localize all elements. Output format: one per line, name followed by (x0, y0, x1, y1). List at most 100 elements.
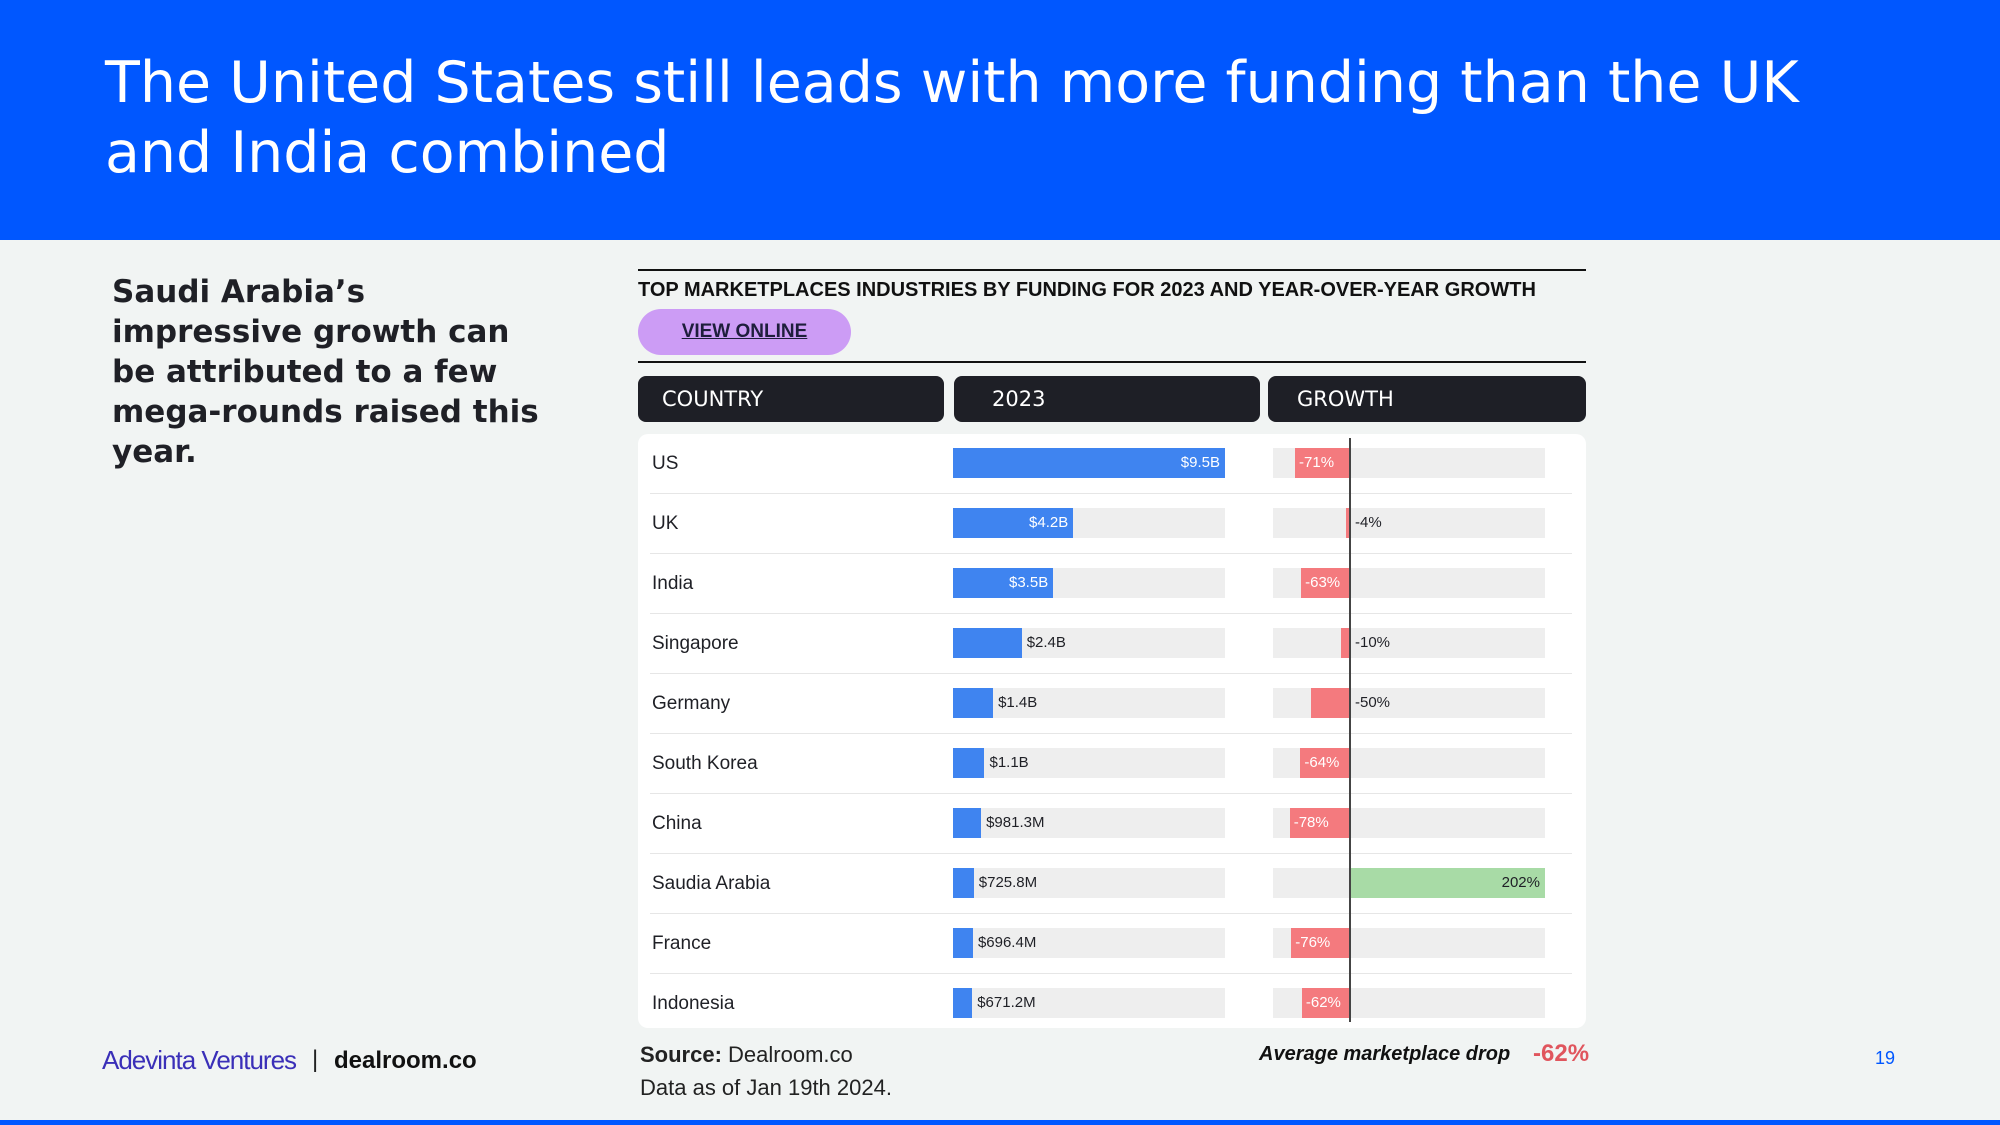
row-divider (650, 553, 1572, 554)
source-label: Source: (640, 1042, 722, 1067)
funding-value-label: $1.4B (998, 694, 1038, 711)
country-label: Singapore (652, 633, 739, 654)
growth-bar-negative (1345, 508, 1349, 538)
top-rule (638, 269, 1586, 271)
funding-value-label: $725.8M (978, 874, 1038, 891)
funding-bar (953, 748, 985, 778)
country-label: South Korea (652, 753, 758, 774)
table-row: UK $4.2B -4% (638, 494, 1586, 554)
growth-value-label: -64% (1304, 754, 1340, 771)
row-divider (650, 793, 1572, 794)
growth-value-label: -71% (1299, 454, 1335, 471)
growth-bar-negative (1295, 448, 1349, 478)
funding-value-label: $9.5B (1180, 454, 1220, 471)
growth-value-label: -50% (1355, 694, 1391, 711)
growth-bar-positive (1349, 868, 1545, 898)
bottom-accent-rule (0, 1120, 2000, 1125)
row-divider (650, 673, 1572, 674)
growth-bar-negative (1341, 628, 1349, 658)
funding-bar (953, 448, 1225, 478)
table-row: Singapore $2.4B -10% (638, 614, 1586, 674)
country-label: UK (652, 513, 679, 534)
funding-track (953, 988, 1225, 1018)
view-online-button[interactable]: VIEW ONLINE (638, 309, 851, 355)
growth-value-label: -10% (1355, 634, 1391, 651)
footer-separator: | (312, 1046, 319, 1073)
average-drop-label: Average marketplace drop (1259, 1043, 1511, 1065)
bottom-rule (638, 361, 1586, 363)
growth-bar-negative (1291, 928, 1349, 958)
table-row: Indonesia $671.2M -62% (638, 974, 1586, 1034)
funding-track (953, 808, 1225, 838)
growth-track (1273, 508, 1545, 538)
funding-bar (953, 868, 974, 898)
column-header-growth: GROWTH (1268, 376, 1586, 422)
funding-bar (953, 628, 1022, 658)
average-drop-value: -62% (1533, 1040, 1590, 1067)
funding-bar (953, 688, 994, 718)
country-label: India (652, 573, 694, 594)
funding-value-label: $2.4B (1026, 634, 1066, 651)
table-row: Germany $1.4B -50% (638, 674, 1586, 734)
growth-value-label: -63% (1305, 574, 1341, 591)
adevinta-logo: Adevinta Ventures (102, 1045, 297, 1075)
row-divider (650, 913, 1572, 914)
growth-bar-negative (1300, 748, 1349, 778)
row-divider (650, 973, 1572, 974)
funding-value-label: $3.5B (1009, 574, 1049, 591)
page-title: The United States still leads with more … (105, 50, 1799, 186)
growth-bar-negative (1301, 988, 1349, 1018)
funding-bar (953, 808, 982, 838)
funding-bar (953, 508, 1074, 538)
country-label: China (652, 813, 702, 834)
country-label: Indonesia (652, 993, 735, 1014)
data-table: US $9.5B -71% UK $4.2B -4% India $3.5B -63% Singa… (638, 434, 1586, 1028)
growth-bar-negative (1289, 808, 1349, 838)
header-banner: The United States still leads with more … (0, 0, 2000, 240)
funding-bar (953, 928, 973, 958)
country-label: Saudia Arabia (652, 873, 771, 894)
table-row: France $696.4M -76% (638, 914, 1586, 974)
row-divider (650, 613, 1572, 614)
growth-zero-axis (1349, 438, 1351, 1022)
growth-bar-negative (1301, 568, 1349, 598)
table-row: US $9.5B -71% (638, 434, 1586, 494)
funding-value-label: $981.3M (986, 814, 1045, 831)
country-label: Germany (652, 693, 731, 714)
row-divider (650, 493, 1572, 494)
funding-track (953, 868, 1225, 898)
chart-title: TOP MARKETPLACES INDUSTRIES BY FUNDING F… (638, 279, 1536, 301)
growth-track (1273, 628, 1545, 658)
row-divider (650, 853, 1572, 854)
funding-bar (953, 568, 1054, 598)
country-label: France (652, 933, 712, 954)
dealroom-logo: dealroom.co (334, 1047, 477, 1074)
funding-track (953, 688, 1225, 718)
source-value: Dealroom.co (728, 1042, 853, 1067)
funding-value-label: $4.2B (1029, 514, 1069, 531)
column-header-2023: 2023 (954, 376, 1260, 422)
table-row: Saudia Arabia $725.8M 202% (638, 854, 1586, 914)
funding-value-label: $671.2M (977, 994, 1036, 1011)
funding-value-label: $1.1B (989, 754, 1029, 771)
growth-value-label: 202% (1501, 874, 1540, 891)
funding-value-label: $696.4M (977, 934, 1037, 951)
side-commentary: Saudi Arabia’s impressive growth can be … (112, 274, 539, 470)
funding-track (953, 928, 1225, 958)
growth-value-label: -78% (1293, 814, 1329, 831)
table-row: China $981.3M -78% (638, 794, 1586, 854)
row-divider (650, 733, 1572, 734)
country-label: US (652, 453, 679, 474)
table-row: India $3.5B -63% (638, 554, 1586, 614)
funding-track (953, 748, 1225, 778)
growth-bar-negative (1311, 688, 1349, 718)
funding-bar (953, 988, 973, 1018)
column-header-country: COUNTRY (638, 376, 944, 422)
data-date: Data as of Jan 19th 2024. (640, 1075, 892, 1100)
growth-value-label: -62% (1305, 994, 1341, 1011)
growth-value-label: -4% (1355, 514, 1382, 531)
table-row: South Korea $1.1B -64% (638, 734, 1586, 794)
growth-value-label: -76% (1295, 934, 1331, 951)
source-note: Source: Dealroom.co Data as of Jan 19th … (640, 1038, 892, 1104)
page-number: 19 (1875, 1048, 1896, 1068)
